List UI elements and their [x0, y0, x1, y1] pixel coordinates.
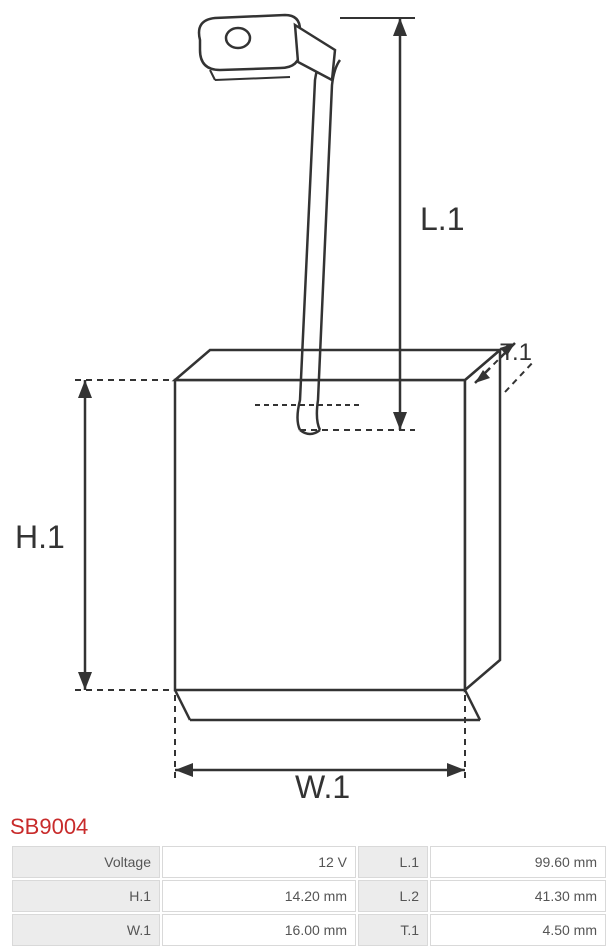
product-code: SB9004: [0, 810, 608, 844]
spec-value: 14.20 mm: [162, 880, 356, 912]
specs-table: Voltage 12 V L.1 99.60 mm H.1 14.20 mm L…: [10, 844, 608, 948]
spec-value: 99.60 mm: [430, 846, 606, 878]
spec-label: T.1: [358, 914, 428, 946]
spec-value: 4.50 mm: [430, 914, 606, 946]
dimension-h1: H.1: [15, 380, 175, 690]
spec-label: L.1: [358, 846, 428, 878]
table-row: H.1 14.20 mm L.2 41.30 mm: [12, 880, 606, 912]
label-t1: T.1: [500, 339, 532, 366]
label-l1: L.1: [420, 201, 464, 237]
table-row: W.1 16.00 mm T.1 4.50 mm: [12, 914, 606, 946]
spec-label: Voltage: [12, 846, 160, 878]
spec-value: 41.30 mm: [430, 880, 606, 912]
specs-tbody: Voltage 12 V L.1 99.60 mm H.1 14.20 mm L…: [12, 846, 606, 946]
terminal-lug: [199, 15, 335, 80]
label-w1: W.1: [295, 769, 350, 805]
spec-label: W.1: [12, 914, 160, 946]
diagram-svg: L.1 T.1 H.1 W.1: [0, 0, 608, 810]
table-row: Voltage 12 V L.1 99.60 mm: [12, 846, 606, 878]
dimension-w1: W.1: [175, 695, 465, 805]
label-h1: H.1: [15, 519, 65, 555]
technical-diagram: L.1 T.1 H.1 W.1: [0, 0, 608, 810]
spec-label: L.2: [358, 880, 428, 912]
spec-value: 16.00 mm: [162, 914, 356, 946]
spec-value: 12 V: [162, 846, 356, 878]
spec-label: H.1: [12, 880, 160, 912]
